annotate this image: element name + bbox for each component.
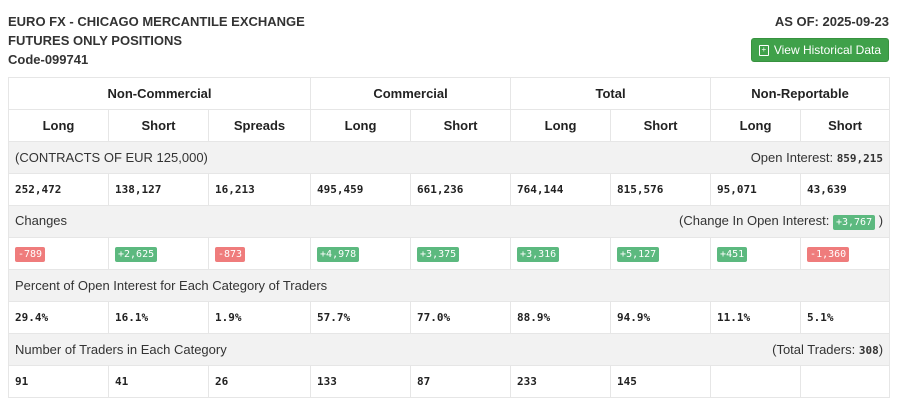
- oi-label: Open Interest:: [750, 150, 837, 165]
- column-header: Long: [710, 109, 802, 142]
- table-cell: +4,978: [310, 237, 412, 270]
- table-cell: +2,625: [108, 237, 209, 270]
- table-cell: 88.9%: [510, 301, 612, 334]
- table-cell: +5,127: [610, 237, 712, 270]
- cot-table: Non-Commercial Commercial Total Non-Repo…: [7, 77, 891, 398]
- group-header: Non-Reportable: [710, 77, 891, 110]
- table-cell: 252,472: [8, 173, 109, 206]
- table-cell: 138,127: [108, 173, 209, 206]
- table-cell: 77.0%: [410, 301, 512, 334]
- table-cell: +3,375: [410, 237, 512, 270]
- oi-change-badge: +3,767: [832, 215, 876, 230]
- changes-section: Changes (Change In Open Interest: +3,767 …: [7, 205, 891, 238]
- table-cell: -873: [207, 237, 312, 270]
- oi-close: ): [875, 213, 884, 228]
- table-cell: 145: [610, 365, 712, 398]
- view-historical-data-button[interactable]: + View Historical Data: [750, 38, 889, 62]
- column-header: Long: [8, 109, 109, 142]
- change-badge: +4,978: [317, 247, 360, 262]
- table-cell: 5.1%: [800, 301, 891, 334]
- table-cell: [800, 365, 891, 398]
- table-cell: 11.1%: [710, 301, 802, 334]
- change-badge: +2,625: [115, 247, 158, 262]
- table-cell: -1,360: [800, 237, 891, 270]
- table-cell: [710, 365, 802, 398]
- change-badge: -873: [215, 247, 246, 262]
- table-cell: 91: [8, 365, 109, 398]
- table-cell: 764,144: [510, 173, 612, 206]
- table-cell: 133: [310, 365, 412, 398]
- column-header: Short: [108, 109, 209, 142]
- table-cell: +3,316: [510, 237, 612, 270]
- table-cell: 43,639: [800, 173, 891, 206]
- section-label: Number of Traders in Each Category: [15, 342, 227, 357]
- group-header: Total: [510, 77, 712, 110]
- change-badge: -789: [15, 247, 46, 262]
- report-title: EURO FX - CHICAGO MERCANTILE EXCHANGE: [8, 14, 305, 29]
- table-cell: 29.4%: [8, 301, 109, 334]
- column-header: Short: [800, 109, 891, 142]
- table-cell: 495,459: [310, 173, 412, 206]
- oi-value: 859,215: [836, 152, 884, 165]
- change-badge: +3,375: [417, 247, 460, 262]
- table-cell: 26: [207, 365, 312, 398]
- section-label: (CONTRACTS OF EUR 125,000): [15, 150, 208, 165]
- table-cell: 41: [108, 365, 209, 398]
- table-cell: 94.9%: [610, 301, 712, 334]
- total-value: 308: [858, 344, 879, 357]
- total-traders: (Total Traders: 308): [772, 342, 883, 357]
- traders-section: Number of Traders in Each Category (Total…: [7, 333, 891, 366]
- table-cell: 815,576: [610, 173, 712, 206]
- total-close: ): [878, 342, 884, 357]
- table-cell: 95,071: [710, 173, 802, 206]
- table-cell: 16.1%: [108, 301, 209, 334]
- table-cell: +451: [710, 237, 802, 270]
- change-open-interest: (Change In Open Interest: +3,767 ): [679, 213, 883, 230]
- change-badge: +451: [717, 247, 748, 262]
- change-badge: +5,127: [617, 247, 660, 262]
- table-cell: 16,213: [207, 173, 312, 206]
- group-header: Non-Commercial: [7, 77, 312, 110]
- table-cell: 1.9%: [207, 301, 312, 334]
- table-cell: -789: [8, 237, 109, 270]
- button-label: View Historical Data: [773, 43, 881, 57]
- table-cell: 87: [410, 365, 512, 398]
- change-badge: +3,316: [517, 247, 560, 262]
- report-code: Code-099741: [8, 52, 89, 67]
- report-subtitle: FUTURES ONLY POSITIONS: [8, 33, 183, 48]
- column-header: Long: [310, 109, 412, 142]
- section-label: Changes: [15, 213, 68, 228]
- open-interest: Open Interest: 859,215: [751, 150, 883, 165]
- column-header: Short: [610, 109, 712, 142]
- column-header: Long: [510, 109, 612, 142]
- oi-label: (Change In Open Interest:: [679, 213, 833, 228]
- group-header: Commercial: [310, 77, 512, 110]
- table-cell: 57.7%: [310, 301, 412, 334]
- table-cell: 661,236: [410, 173, 512, 206]
- column-header: Spreads: [207, 109, 312, 142]
- percent-section: Percent of Open Interest for Each Catego…: [7, 269, 891, 302]
- column-header: Short: [410, 109, 512, 142]
- change-badge: -1,360: [807, 247, 850, 262]
- table-cell: 233: [510, 365, 612, 398]
- calendar-plus-icon: +: [758, 44, 769, 56]
- total-label: (Total Traders:: [772, 342, 859, 357]
- contracts-section: (CONTRACTS OF EUR 125,000) Open Interest:…: [7, 141, 891, 174]
- as-of-date: AS OF: 2025-09-23: [774, 14, 889, 29]
